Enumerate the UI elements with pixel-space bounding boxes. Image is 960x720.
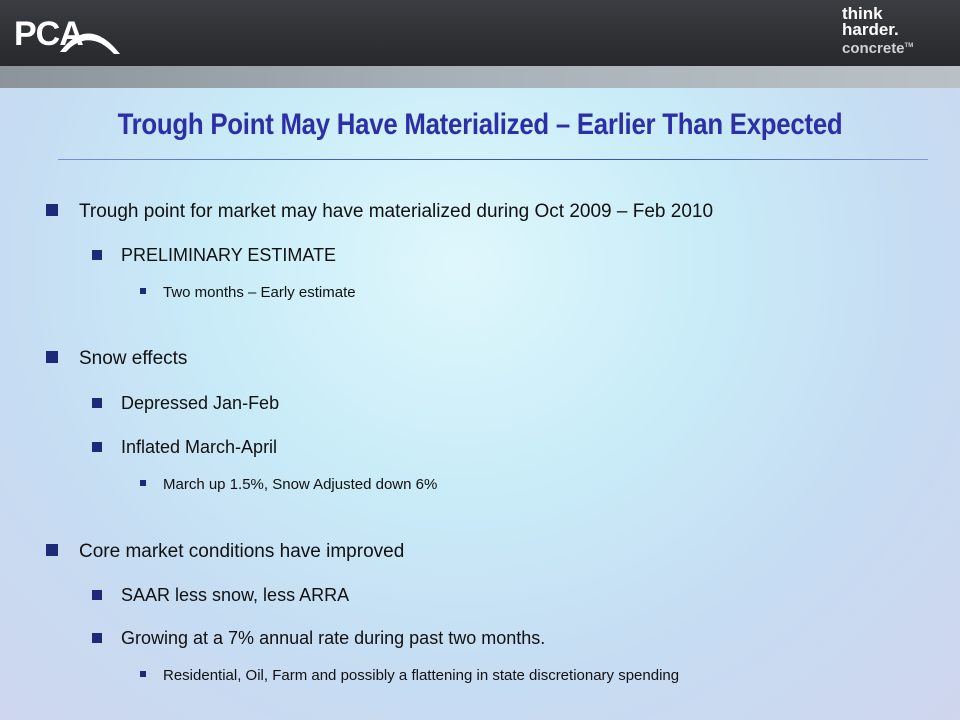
bullet-text: Snow effects — [79, 348, 188, 369]
bullet-text: Depressed Jan-Feb — [121, 393, 280, 413]
bullet-level-1: Trough point for market may have materia… — [46, 201, 713, 223]
bullet-level-3: Residential, Oil, Farm and possibly a fl… — [140, 667, 679, 684]
logo-swoosh-icon — [60, 33, 120, 54]
pca-logo: PCA — [14, 14, 120, 54]
tagline-line-2: harder. — [842, 20, 899, 39]
bullet-level-3: Two months – Early estimate — [140, 284, 356, 301]
tagline-line-1: think — [842, 4, 883, 23]
bullet-level-2: Depressed Jan-Feb — [92, 393, 279, 414]
square-bullet-icon — [92, 590, 102, 600]
square-bullet-icon — [46, 351, 58, 363]
bullet-level-1: Core market conditions have improved — [46, 541, 404, 563]
bullet-level-2: PRELIMINARY ESTIMATE — [92, 245, 336, 266]
square-bullet-icon — [46, 204, 58, 216]
bullet-text: March up 1.5%, Snow Adjusted down 6% — [163, 476, 438, 493]
header-strip — [0, 66, 960, 88]
bullet-text: Two months – Early estimate — [163, 284, 356, 301]
slide-title: Trough Point May Have Materialized – Ear… — [117, 108, 843, 141]
bullet-text: SAAR less snow, less ARRA — [121, 585, 350, 605]
bullet-text: Growing at a 7% annual rate during past … — [121, 628, 546, 648]
bullet-text: Residential, Oil, Farm and possibly a fl… — [163, 667, 680, 684]
bullet-level-2: SAAR less snow, less ARRA — [92, 585, 349, 606]
slide-body — [0, 88, 960, 720]
square-bullet-icon — [140, 288, 146, 294]
square-bullet-icon — [92, 398, 102, 408]
bullet-level-1: Snow effects — [46, 348, 187, 370]
square-bullet-icon — [140, 480, 146, 486]
bullet-text: PRELIMINARY ESTIMATE — [121, 245, 337, 265]
header-bar: PCA think harder. concreteTM — [0, 0, 960, 66]
tagline: think harder. concreteTM — [842, 4, 942, 57]
bullet-level-2: Growing at a 7% annual rate during past … — [92, 628, 545, 649]
bullet-level-3: March up 1.5%, Snow Adjusted down 6% — [140, 476, 437, 493]
bullet-text: Inflated March-April — [121, 437, 278, 457]
bullet-text: Core market conditions have improved — [79, 541, 405, 562]
square-bullet-icon — [46, 544, 58, 556]
tagline-line-3: concrete — [842, 40, 905, 57]
logo-text: PCA — [14, 15, 84, 53]
square-bullet-icon — [92, 633, 102, 643]
trademark-mark: TM — [904, 43, 914, 49]
square-bullet-icon — [140, 671, 146, 677]
square-bullet-icon — [92, 250, 102, 260]
bullet-text: Trough point for market may have materia… — [79, 201, 714, 222]
square-bullet-icon — [92, 442, 102, 452]
title-divider — [58, 159, 928, 160]
bullet-level-2: Inflated March-April — [92, 437, 277, 458]
